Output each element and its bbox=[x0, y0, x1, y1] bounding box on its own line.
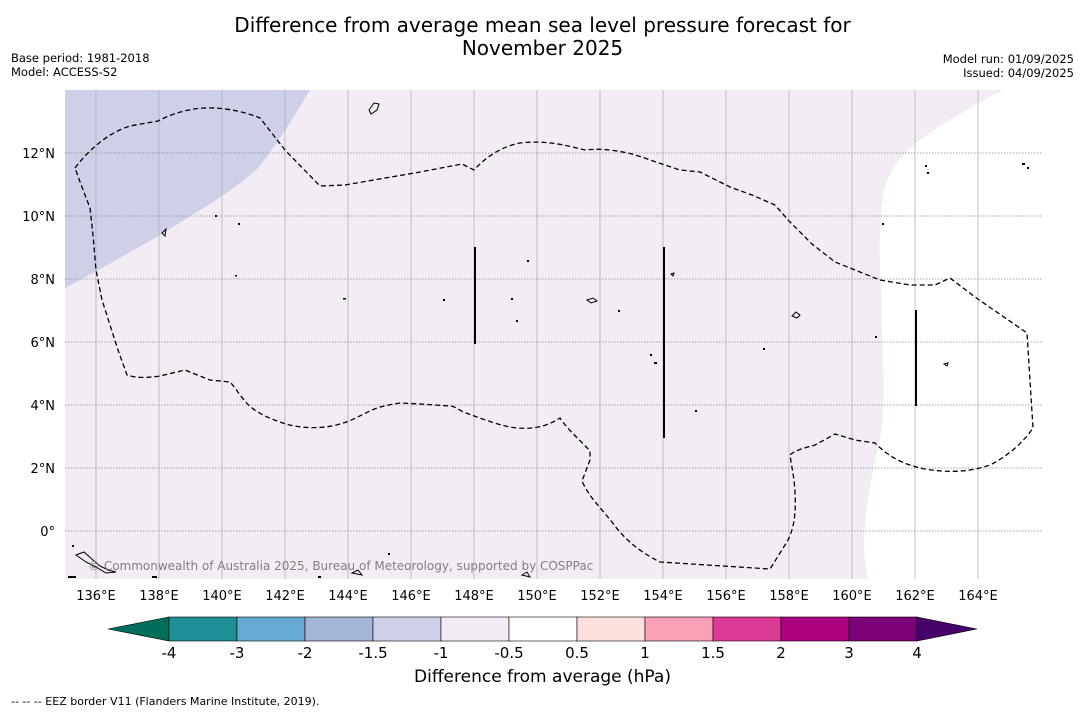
colorbar-tick-label: 1 bbox=[640, 644, 650, 662]
islands bbox=[74, 102, 949, 578]
colorbar-tick-label: 1.5 bbox=[701, 644, 725, 662]
model-text: Model: ACCESS-S2 bbox=[11, 65, 118, 79]
tiny-atolls bbox=[68, 163, 1029, 578]
colorbar-cell bbox=[712, 616, 782, 642]
lat-label: 12°N bbox=[22, 147, 55, 162]
lat-label: 8°N bbox=[31, 273, 56, 288]
colorbar-cell bbox=[780, 616, 850, 642]
lat-label: 2°N bbox=[31, 462, 56, 477]
lon-label: 144°E bbox=[328, 589, 368, 604]
model-run-text: Model run: 01/09/2025 bbox=[942, 52, 1074, 66]
meta-right: Model run: 01/09/2025 Issued: 04/09/2025 bbox=[943, 52, 1074, 80]
lon-label: 136°E bbox=[76, 589, 116, 604]
colorbar-tick-label: -4 bbox=[162, 644, 177, 662]
lon-label: 150°E bbox=[517, 589, 557, 604]
lat-label: 0° bbox=[40, 525, 55, 540]
lat-label: 6°N bbox=[31, 336, 56, 351]
colorbar-tick-label: 2 bbox=[776, 644, 786, 662]
colorbar-cell bbox=[236, 616, 306, 642]
title-line-2: November 2025 bbox=[461, 36, 624, 60]
eez-border bbox=[74, 107, 1034, 570]
lon-label: 148°E bbox=[454, 589, 494, 604]
colorbar-over-arrow bbox=[916, 616, 978, 642]
lon-label: 164°E bbox=[958, 589, 998, 604]
lon-label: 146°E bbox=[391, 589, 431, 604]
map-area bbox=[65, 90, 1042, 579]
lon-label: 160°E bbox=[832, 589, 872, 604]
lon-label: 158°E bbox=[769, 589, 809, 604]
anomaly-region-white bbox=[864, 90, 1042, 579]
lon-label: 162°E bbox=[895, 589, 935, 604]
latitude-gridlines bbox=[65, 152, 1042, 532]
colorbar-cell bbox=[644, 616, 714, 642]
colorbar-tick-label: 3 bbox=[844, 644, 854, 662]
colorbar-tick-label: -0.5 bbox=[494, 644, 523, 662]
lon-label: 156°E bbox=[706, 589, 746, 604]
colorbar-cell bbox=[168, 616, 238, 642]
lon-label: 142°E bbox=[265, 589, 305, 604]
lat-label: 4°N bbox=[31, 399, 56, 414]
lon-label: 154°E bbox=[643, 589, 683, 604]
colorbar-cell bbox=[440, 616, 510, 642]
colorbar-label: Difference from average (hPa) bbox=[414, 667, 671, 687]
colorbar-cell bbox=[848, 616, 918, 642]
latitude-labels: 12°N 10°N 8°N 6°N 4°N 2°N 0° bbox=[22, 147, 55, 540]
eez-legend-footnote: -- -- -- EEZ border V11 (Flanders Marine… bbox=[11, 695, 320, 708]
colorbar-cell bbox=[372, 616, 442, 642]
copyright-text: © Commonwealth of Australia 2025, Bureau… bbox=[88, 559, 593, 573]
colorbar-tick-label: 0.5 bbox=[565, 644, 589, 662]
lon-label: 140°E bbox=[202, 589, 242, 604]
colorbar-tick-label: -1 bbox=[434, 644, 449, 662]
issued-text: Issued: 04/09/2025 bbox=[963, 66, 1074, 80]
meta-left: Base period: 1981-2018 Model: ACCESS-S2 bbox=[11, 51, 150, 79]
colorbar-tick-label: 4 bbox=[912, 644, 922, 662]
title-line-1: Difference from average mean sea level p… bbox=[234, 13, 851, 37]
lat-label: 10°N bbox=[22, 210, 55, 225]
colorbar-tick-label: -1.5 bbox=[358, 644, 387, 662]
map-title: Difference from average mean sea level p… bbox=[0, 14, 1085, 60]
anomaly-region-lavender bbox=[65, 90, 310, 288]
lon-label: 138°E bbox=[139, 589, 179, 604]
colorbar-ticks: -4 -3 -2 -1.5 -1 -0.5 0.5 1 1.5 2 3 4 bbox=[162, 644, 922, 662]
colorbar-under-arrow bbox=[107, 616, 170, 642]
colorbar-cells bbox=[168, 616, 918, 642]
colorbar-cell bbox=[576, 616, 646, 642]
colorbar-cell bbox=[508, 616, 578, 642]
colorbar-cell bbox=[304, 616, 374, 642]
colorbar-tick-label: -2 bbox=[298, 644, 313, 662]
longitude-gridlines bbox=[95, 90, 979, 579]
colorbar-tick-label: -3 bbox=[230, 644, 245, 662]
colorbar: -4 -3 -2 -1.5 -1 -0.5 0.5 1 1.5 2 3 4 bbox=[107, 616, 978, 662]
longitude-labels: 136°E 138°E 140°E 142°E 144°E 146°E 148°… bbox=[76, 589, 998, 604]
lon-label: 152°E bbox=[580, 589, 620, 604]
base-period-text: Base period: 1981-2018 bbox=[11, 51, 150, 65]
